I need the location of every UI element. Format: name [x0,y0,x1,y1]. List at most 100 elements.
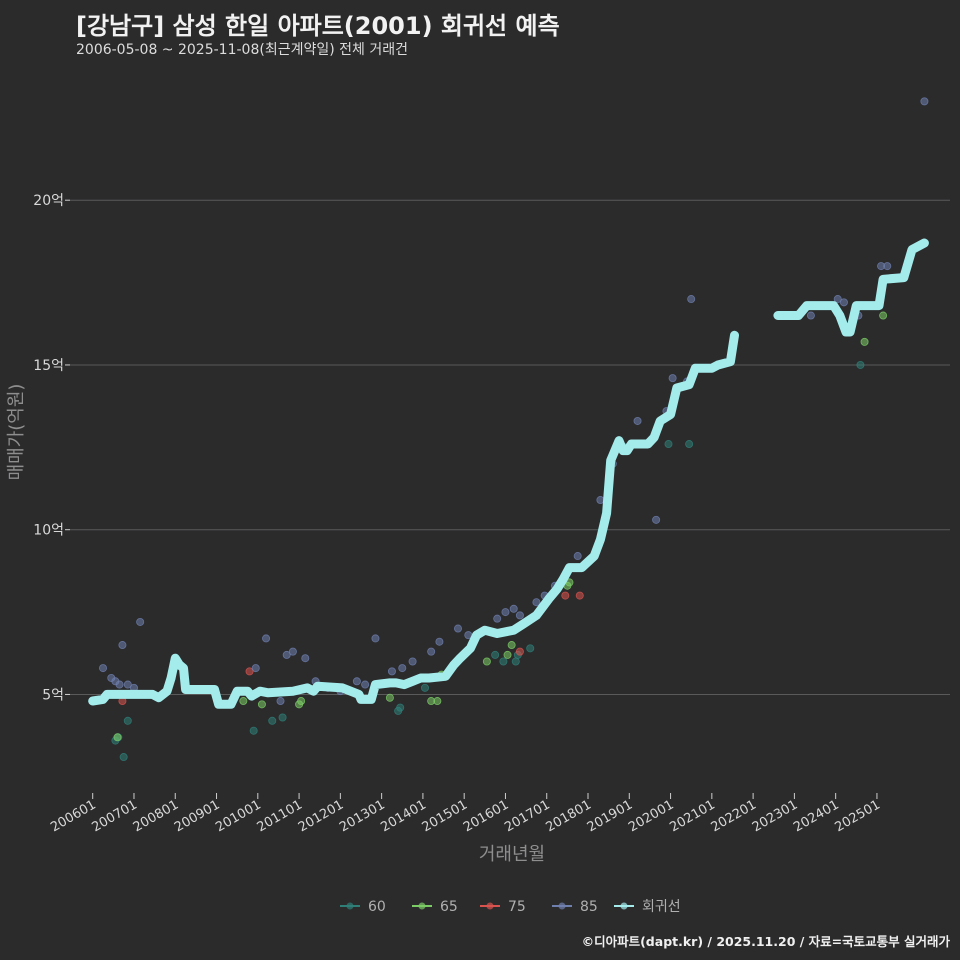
point-60 [685,440,694,449]
x-tick-label: 201801 [544,797,594,835]
legend-label: 회귀선 [642,899,681,915]
legend-key-dot [486,902,494,910]
x-tick-label: 200801 [131,797,181,835]
y-tick-label: 20억 [33,193,64,209]
point-65 [297,697,306,706]
point-85 [387,667,396,676]
point-75 [575,591,584,600]
gridlines [70,199,950,695]
legend-key-dot [558,902,566,910]
point-85 [123,680,132,689]
point-85 [435,637,444,646]
point-85 [118,641,127,650]
point-85 [282,650,291,659]
x-tick-label: 202001 [626,797,676,835]
x-axis-title: 거래년월 [479,844,545,865]
x-tick-label: 201301 [337,797,387,835]
x-tick-label: 202401 [791,797,841,835]
x-tick-label: 200701 [89,797,139,835]
x-tick-label: 201901 [585,797,635,835]
x-tick-label: 201401 [378,797,428,835]
point-60 [278,713,287,722]
point-85 [371,634,380,643]
point-60 [396,703,405,712]
point-85 [920,97,929,106]
point-85 [532,598,541,607]
legend-key-dot [418,902,426,910]
x-tick-label: 201701 [502,797,552,835]
point-60 [420,683,429,692]
point-60 [856,360,865,369]
point-85 [806,311,815,320]
point-60 [526,644,535,653]
y-tick-label: 10억 [33,523,64,539]
chart-subtitle: 2006-05-08 ~ 2025-11-08(최근계약일) 전체 거래건 [76,42,408,58]
x-tick-label: 202301 [750,797,800,835]
point-65 [879,311,888,320]
point-85 [453,624,462,633]
x-tick-label: 202101 [667,797,717,835]
point-65 [433,697,442,706]
point-60 [123,716,132,725]
point-85 [883,262,892,271]
x-tick-label: 201501 [420,797,470,835]
x-tick-label: 200601 [48,797,98,835]
chart-title: [강남구] 삼성 한일 아파트(2001) 회귀선 예측 [76,12,560,40]
point-85 [668,374,677,383]
point-65 [507,641,516,650]
y-axis-ticks: 5억 10억 15억 20억 [33,193,70,703]
point-60 [491,650,500,659]
y-tick-label: 15억 [33,358,64,374]
point-85 [361,680,370,689]
x-tick-label: 201201 [296,797,346,835]
x-tick-label: 202501 [832,797,882,835]
legend-key-dot [620,902,628,910]
point-60 [268,716,277,725]
point-85 [652,515,661,524]
point-85 [501,608,510,617]
point-75 [561,591,570,600]
point-85 [136,617,145,626]
x-tick-label: 201101 [255,797,305,835]
point-85 [398,664,407,673]
point-85 [493,614,502,623]
legend-label: 60 [368,899,386,915]
point-85 [427,647,436,656]
point-85 [276,697,285,706]
point-60 [499,657,508,666]
y-tick-label: 5억 [42,687,64,703]
point-65 [239,697,248,706]
point-85 [251,664,260,673]
x-axis-ticks: 2006012007012008012009012010012011012012… [48,793,883,835]
x-tick-label: 201601 [461,797,511,835]
legend-label: 75 [508,899,526,915]
point-65 [257,700,266,709]
y-axis-title: 매매가(억원) [6,384,27,481]
scatter-points [99,97,929,762]
x-tick-label: 201001 [213,797,263,835]
point-85 [573,552,582,561]
point-85 [687,295,696,304]
point-65 [482,657,491,666]
point-60 [249,726,258,735]
point-60 [119,753,128,762]
legend: 60 65 75 85 회귀선 [340,899,681,915]
point-85 [515,611,524,620]
point-65 [113,733,122,742]
point-85 [352,677,361,686]
regression-line-group [88,238,929,709]
point-85 [633,416,642,425]
point-60 [664,440,673,449]
point-65 [385,693,394,702]
point-65 [860,337,869,346]
point-75 [245,667,254,676]
source-credit: ©디아파트(dapt.kr) / 2025.11.20 / 자료=국토교통부 실… [581,934,950,949]
legend-key-dot [346,902,354,910]
legend-label: 65 [440,899,458,915]
point-85 [115,680,124,689]
point-85 [509,604,518,613]
regression-line [773,238,929,337]
point-75 [515,647,524,656]
point-85 [301,654,310,663]
